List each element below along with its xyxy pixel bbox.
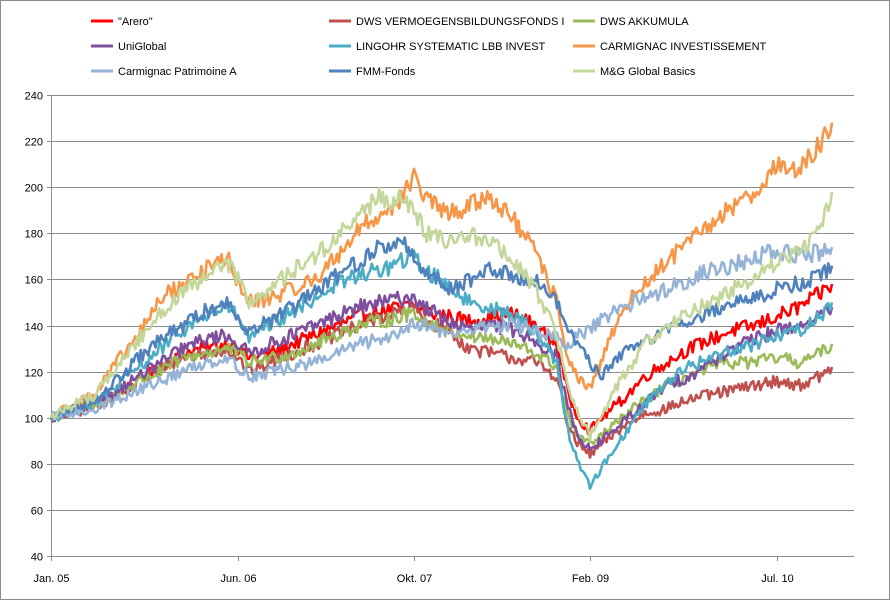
x-tick-label: Jul. 10 [761,573,793,585]
y-tick-label: 60 [31,506,43,518]
series-line-carmignac-patrimoine-a [49,242,834,420]
legend-item-fmm-fonds: FMM-Fonds [329,66,416,78]
y-tick-label: 220 [25,137,43,149]
y-tick-label: 240 [25,91,43,103]
legend-item-arero: "Arero" [91,16,153,28]
legend-item-dws-akkumula: DWS AKKUMULA [573,16,689,28]
legend: "Arero" DWS VERMOEGENSBILDUNGSFONDS I DWS … [91,16,767,78]
y-tick-label: 120 [25,368,43,380]
series-line-lingohr-systematic-lbb-invest [49,249,834,490]
series-line-fmm-fonds [50,236,834,420]
legend-item-carmignac-investissement: CARMIGNAC INVESTISSEMENT [573,41,767,53]
legend-label: "Arero" [118,16,153,28]
y-tick-label: 140 [25,322,43,334]
y-tick-label: 200 [25,183,43,195]
legend-label: CARMIGNAC INVESTISSEMENT [600,41,767,53]
legend-item-m-g-global-basics: M&G Global Basics [573,66,696,78]
legend-item-uniglobal: UniGlobal [91,41,166,53]
legend-label: UniGlobal [118,41,166,53]
legend-label: DWS VERMOEGENSBILDUNGSFONDS I [356,16,564,28]
legend-item-lingohr-systematic-lbb-invest: LINGOHR SYSTEMATIC LBB INVEST [329,41,546,53]
y-tick-label: 80 [31,460,43,472]
legend-label: FMM-Fonds [356,66,416,78]
x-tick-label: Jan. 05 [33,573,69,585]
legend-label: DWS AKKUMULA [600,16,689,28]
legend-item-carmignac-patrimoine-a: Carmignac Patrimoine A [91,66,237,78]
y-tick-label: 160 [25,275,43,287]
x-tick-label: Jun. 06 [220,573,256,585]
y-tick-label: 180 [25,229,43,241]
x-tick-label: Okt. 07 [397,573,432,585]
series-line-m-g-global-basics [49,186,834,442]
series-lines [49,122,834,490]
x-tick-label: Feb. 09 [572,573,609,585]
y-tick-label: 40 [31,552,43,564]
y-tick-label: 100 [25,414,43,426]
legend-label: Carmignac Patrimoine A [118,66,237,78]
gridlines [51,95,854,511]
legend-label: M&G Global Basics [600,66,696,78]
legend-item-dws-vermoegensbildungsfonds-i: DWS VERMOEGENSBILDUNGSFONDS I [329,16,564,28]
series-line-uniglobal [49,290,834,451]
axes: 40 60 80 100 120 140 160 180 200 220 240 Jan. 05 Jun… [25,91,854,585]
legend-label: LINGOHR SYSTEMATIC LBB INVEST [356,41,546,53]
